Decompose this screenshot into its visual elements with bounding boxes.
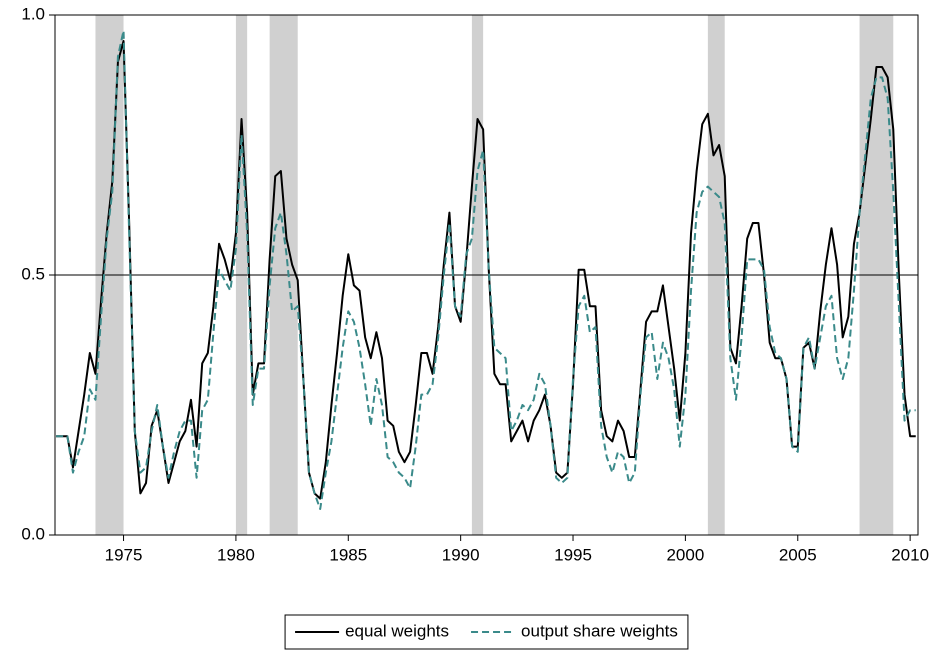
x-tick-label: 2010 [891,545,929,564]
y-tick-label: 0.5 [21,264,45,283]
x-tick-label: 1980 [217,545,255,564]
series-line [56,40,916,500]
x-tick-label: 2005 [779,545,817,564]
legend: equal weights output share weights [284,614,689,650]
x-tick-label: 1990 [442,545,480,564]
series-line [56,29,916,510]
plot-frame [54,14,919,536]
x-tick-label: 1995 [554,545,592,564]
x-tick-label: 1985 [329,545,367,564]
y-tick-label: 1.0 [21,4,45,23]
legend-label: output share weights [521,621,678,640]
legend-label: equal weights [345,621,449,640]
y-tick-label: 0.0 [21,524,45,543]
x-tick-label: 1975 [105,545,143,564]
x-tick-label: 2000 [666,545,704,564]
